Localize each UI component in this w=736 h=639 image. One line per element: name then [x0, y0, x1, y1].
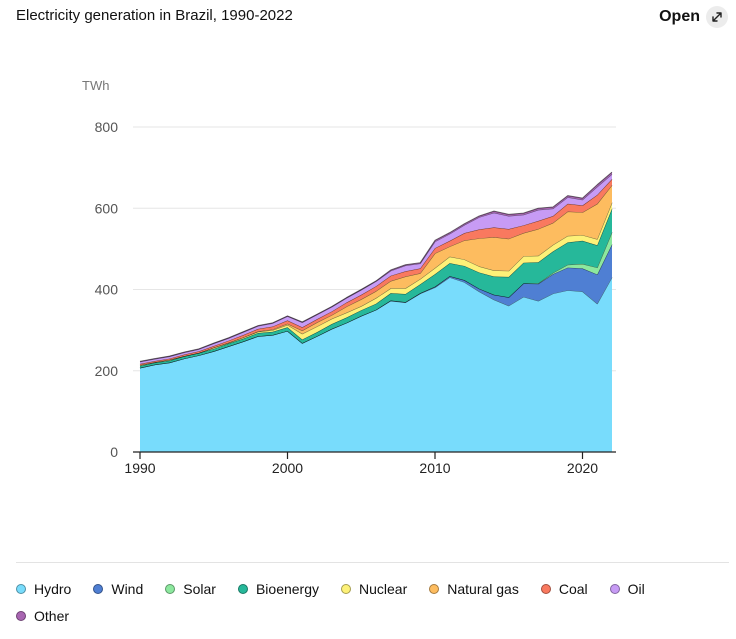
legend-label: Other — [34, 607, 70, 624]
unit-label: TWh — [82, 78, 109, 93]
expand-arrow-icon — [706, 6, 728, 28]
legend-swatch — [341, 583, 351, 594]
legend-item-hydro[interactable]: Hydro — [16, 580, 71, 597]
area-edge-other — [139, 171, 613, 362]
legend-swatch — [609, 583, 620, 594]
legend-item-nuclear[interactable]: Nuclear — [341, 580, 407, 597]
axes: 0 200 400 600 800 1990 2000 2010 2020 — [95, 119, 616, 476]
area-oil — [140, 174, 612, 364]
area-chart: TWh 0 200 400 600 800 1990 2000 2010 2020 — [82, 78, 616, 476]
legend-label: Oil — [627, 580, 645, 597]
y-tick-label: 800 — [95, 119, 119, 135]
legend-item-other[interactable]: Other — [16, 607, 69, 624]
legend: Hydro Wind Solar Bioenergy Nuclear Natural ga… — [16, 580, 716, 624]
y-tick-label: 600 — [95, 200, 119, 216]
x-tick-label: 2020 — [567, 460, 598, 476]
x-tick-label: 2000 — [272, 460, 303, 476]
legend-label: Coal — [558, 580, 588, 597]
y-tick-label: 0 — [110, 444, 118, 460]
page-title: Electricity generation in Brazil, 1990-2… — [16, 7, 293, 24]
legend-item-coal[interactable]: Coal — [540, 580, 588, 597]
x-tick-label: 1990 — [124, 460, 155, 476]
y-tick-label: 400 — [95, 282, 119, 298]
legend-label: Solar — [183, 580, 216, 597]
legend-item-bioenergy[interactable]: Bioenergy — [237, 580, 319, 597]
area-bioenergy — [140, 208, 612, 368]
legend-swatch — [237, 583, 248, 594]
legend-swatch — [16, 583, 26, 594]
open-label: Open — [659, 8, 700, 25]
legend-swatch — [429, 583, 440, 594]
legend-label: Wind — [111, 580, 144, 597]
legend-item-natural-gas[interactable]: Natural gas — [429, 580, 519, 597]
y-tick-label: 200 — [95, 363, 119, 379]
legend-swatch — [93, 583, 104, 594]
legend-label: Nuclear — [359, 580, 408, 597]
legend-swatch — [16, 610, 26, 621]
x-tick-label: 2010 — [419, 460, 450, 476]
legend-item-oil[interactable]: Oil — [609, 580, 645, 597]
legend-divider — [16, 562, 729, 563]
legend-item-wind[interactable]: Wind — [93, 580, 143, 597]
open-button[interactable]: Open — [659, 6, 728, 28]
stacked-areas — [139, 171, 613, 452]
area-hydro — [140, 277, 612, 452]
legend-item-solar[interactable]: Solar — [165, 580, 216, 597]
legend-label: Bioenergy — [255, 580, 319, 597]
legend-swatch — [165, 583, 176, 594]
legend-label: Hydro — [34, 580, 72, 597]
legend-label: Natural gas — [447, 580, 519, 597]
legend-swatch — [540, 583, 551, 594]
